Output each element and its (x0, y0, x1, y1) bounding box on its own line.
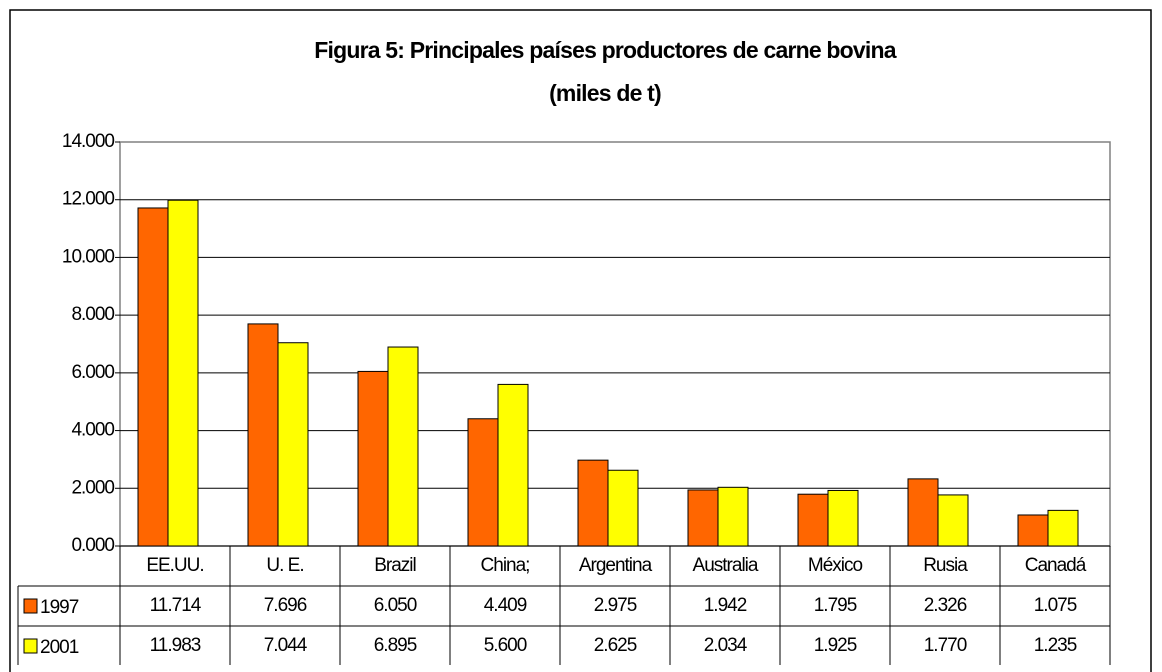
y-tick-label: 2.000 (71, 477, 114, 498)
x-tick-label: Rusia (923, 555, 968, 576)
bar (167, 199, 199, 547)
data-table-value: 6.050 (374, 595, 417, 616)
legend-label: 1997 (40, 597, 79, 618)
data-table-value: 7.044 (264, 635, 308, 656)
legend-label: 2001 (40, 637, 79, 658)
bar (607, 469, 639, 547)
y-tick-label: 6.000 (71, 362, 114, 383)
legend-swatch (23, 598, 38, 614)
data-table-value: 2.625 (594, 635, 637, 656)
bar (467, 418, 499, 547)
bar (687, 489, 719, 547)
bar (357, 370, 389, 547)
legend-swatch (23, 638, 38, 654)
data-table-value: 1.925 (814, 635, 857, 656)
x-tick-label: U. E. (266, 555, 303, 576)
x-tick-label: Canadá (1025, 555, 1087, 576)
bar (907, 478, 939, 547)
data-table-value: 2.975 (594, 595, 637, 616)
data-table-value: 2.034 (704, 635, 748, 656)
data-table-value: 6.895 (374, 635, 417, 656)
y-tick-label: 14.000 (62, 131, 115, 152)
x-tick-label: Argentina (579, 555, 653, 576)
x-tick-label: Brazil (374, 555, 416, 576)
bar (797, 493, 829, 547)
y-tick-label: 8.000 (71, 304, 114, 325)
x-tick-label: Australia (693, 555, 759, 576)
bar (937, 494, 969, 547)
data-table-value: 11.983 (150, 635, 201, 656)
data-table-value: 11.714 (150, 595, 202, 616)
y-tick-label: 12.000 (62, 189, 115, 210)
x-tick-label: China; (481, 555, 530, 576)
bar (717, 486, 749, 547)
y-tick-label: 10.000 (62, 246, 115, 267)
data-table-value: 2.326 (924, 595, 967, 616)
bar (137, 207, 169, 547)
bar (577, 459, 609, 547)
chart-title: (miles de t) (549, 80, 661, 106)
bar (277, 342, 309, 547)
bar (827, 489, 859, 547)
x-tick-label: México (808, 555, 863, 576)
data-table-value: 1.770 (924, 635, 967, 656)
bar (247, 323, 279, 547)
y-tick-label: 0.000 (71, 535, 114, 556)
bar (1047, 509, 1079, 547)
data-table-value: 4.409 (484, 595, 527, 616)
data-table-value: 1.075 (1034, 595, 1077, 616)
data-table-value: 1.942 (704, 595, 747, 616)
data-table-value: 1.235 (1034, 635, 1077, 656)
bar (497, 383, 529, 547)
y-tick-label: 4.000 (71, 420, 114, 441)
data-table-value: 5.600 (484, 635, 527, 656)
bar (1017, 514, 1049, 547)
data-table-value: 1.795 (814, 595, 857, 616)
chart-title: Figura 5: Principales países productores… (314, 37, 897, 63)
x-tick-label: EE.UU. (146, 555, 203, 576)
data-table-value: 7.696 (264, 595, 307, 616)
bar (387, 346, 419, 547)
